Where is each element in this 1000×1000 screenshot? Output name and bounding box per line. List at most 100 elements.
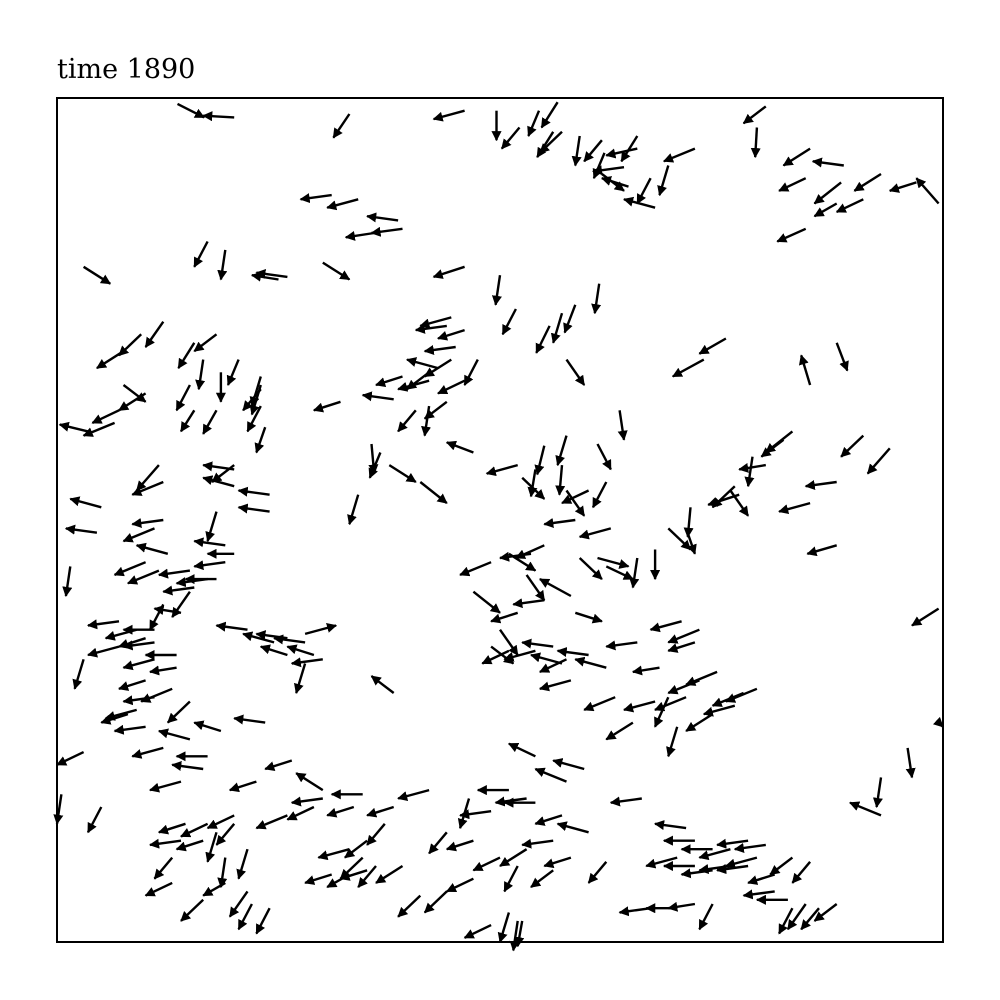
arrow-43	[250, 271, 279, 282]
arrow-21	[813, 181, 842, 205]
arrow-66	[414, 323, 447, 334]
arrow-279	[618, 906, 651, 917]
arrow-225	[304, 873, 333, 885]
arrow-222	[344, 839, 368, 859]
arrow-165	[666, 726, 679, 758]
arrow-32	[636, 177, 652, 205]
arrow-50	[144, 321, 165, 348]
arrow-317	[205, 511, 218, 543]
arrow-164	[724, 687, 758, 703]
arrow-52	[96, 350, 125, 370]
arrow-270	[742, 889, 775, 900]
arrow-211	[180, 898, 205, 922]
arrow-166	[605, 721, 634, 741]
arrow-193	[171, 761, 204, 772]
arrow-227	[339, 869, 368, 881]
arrow-198	[175, 839, 204, 852]
arrow-173	[290, 657, 323, 668]
arrow-170	[370, 675, 395, 694]
arrow-119	[778, 501, 811, 515]
arrow-281	[872, 777, 883, 808]
arrow-199	[149, 838, 182, 849]
arrow-92	[421, 405, 432, 437]
arrow-190	[131, 746, 164, 759]
arrow-215	[255, 814, 288, 830]
arrow-25	[813, 202, 838, 218]
arrow-202	[217, 857, 228, 889]
arrow-320	[211, 464, 235, 483]
arrow-121	[806, 544, 838, 557]
arrow-7	[540, 101, 559, 129]
arrow-105	[591, 481, 608, 509]
arrow-93	[388, 464, 417, 484]
arrow-230	[397, 788, 430, 801]
arrow-40	[193, 240, 209, 268]
arrow-61	[82, 421, 116, 437]
arrow-63	[179, 409, 196, 433]
arrow-135	[472, 590, 501, 614]
arrow-272	[778, 907, 794, 935]
arrow-85	[565, 358, 586, 386]
arrow-115	[804, 479, 837, 490]
arrow-150	[583, 696, 616, 712]
arrow-301	[255, 630, 288, 641]
arrow-111	[798, 354, 812, 386]
arrow-107	[578, 527, 612, 540]
arrow-48	[550, 312, 564, 344]
arrow-17	[750, 127, 761, 159]
plot-frame	[56, 97, 944, 943]
arrow-273	[786, 903, 807, 931]
arrow-129	[597, 556, 630, 569]
arrow-69	[406, 357, 439, 370]
arrow-195	[228, 780, 257, 793]
arrow-156	[667, 628, 700, 644]
arrow-184	[118, 679, 146, 691]
arrow-54	[177, 342, 196, 369]
arrow-47	[563, 304, 577, 334]
arrow-161	[685, 713, 714, 733]
arrow-162	[702, 704, 736, 717]
arrow-212	[228, 890, 249, 918]
arrow-280	[849, 801, 882, 817]
arrow-294	[104, 628, 138, 641]
arrow-127	[629, 557, 640, 589]
arrow-116	[840, 434, 865, 458]
arrow-252	[509, 920, 520, 952]
arrow-244	[543, 856, 572, 869]
arrow-247	[445, 877, 474, 893]
arrow-196	[180, 822, 209, 838]
arrow-152	[631, 665, 660, 676]
arrow-134	[525, 574, 546, 602]
arrow-86	[617, 410, 628, 441]
arrow-104	[561, 489, 590, 505]
arrow-73	[437, 379, 466, 395]
arrow-175	[293, 663, 307, 694]
arrow-97	[419, 481, 448, 505]
arrow-14	[662, 147, 696, 163]
arrow-83	[491, 275, 502, 306]
arrow-216	[286, 805, 315, 821]
arrow-250	[463, 924, 492, 939]
arrow-100	[485, 463, 519, 477]
arrow-34	[299, 193, 332, 204]
arrow-110	[698, 337, 727, 355]
arrow-136	[512, 598, 545, 609]
arrow-140	[499, 629, 519, 656]
arrow-304	[131, 480, 164, 496]
arrow-89	[596, 443, 612, 471]
arrow-264	[680, 868, 713, 879]
arrow-214	[255, 907, 271, 935]
arrow-171	[304, 623, 338, 636]
arrow-38	[344, 230, 375, 241]
arrow-138	[574, 611, 603, 624]
arrow-139	[490, 611, 519, 624]
arrow-84	[501, 308, 517, 336]
arrow-174	[259, 644, 288, 657]
arrow-203	[236, 848, 249, 880]
arrow-168	[552, 758, 585, 771]
arrow-5	[500, 126, 521, 150]
arrow-240	[472, 856, 501, 872]
arrow-299	[215, 621, 248, 632]
arrow-177	[193, 720, 222, 733]
arrow-132	[508, 552, 537, 572]
